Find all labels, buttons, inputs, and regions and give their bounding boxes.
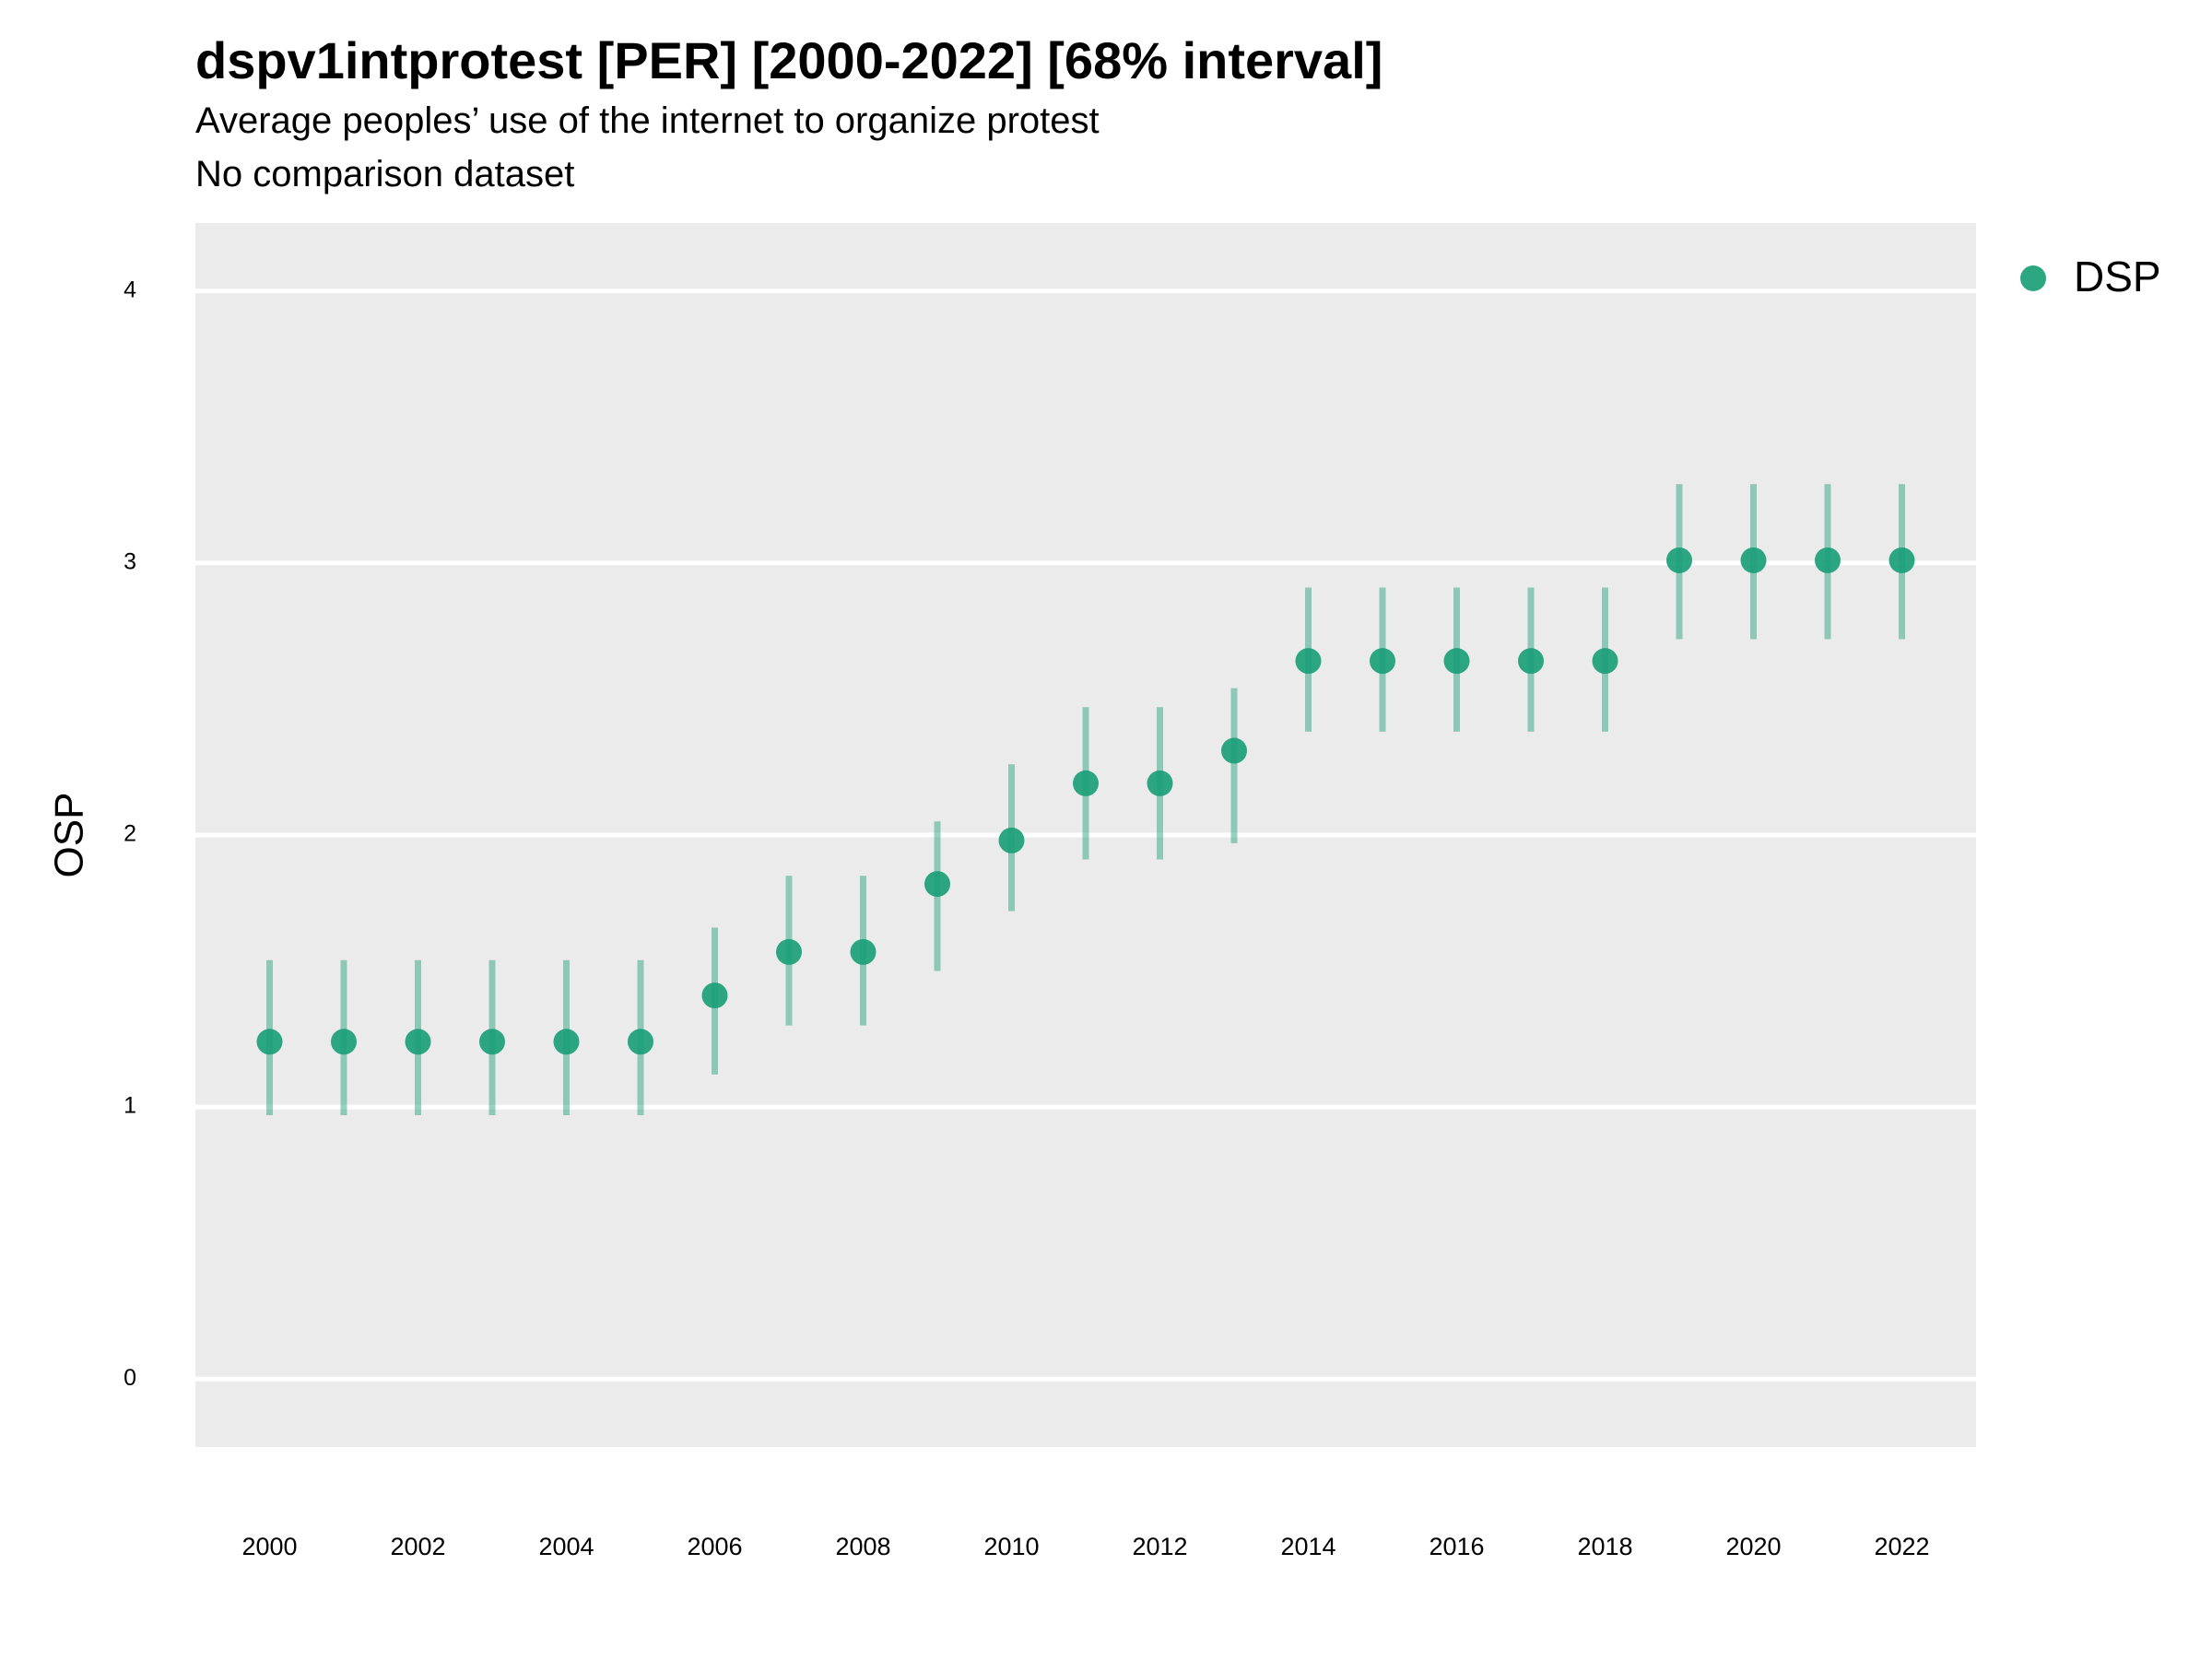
data-point [256,1029,283,1055]
x-tick-label: 2000 [241,1533,297,1560]
y-tick-label: 3 [124,548,136,574]
x-tick-label: 2002 [390,1533,445,1560]
x-tick-label: 2010 [983,1533,1039,1560]
x-tick-label: 2022 [1874,1533,1929,1560]
data-point [1518,648,1544,675]
data-marks [256,484,1915,1115]
data-point [1147,770,1173,796]
x-tick-label: 2004 [538,1533,594,1560]
data-point [1073,770,1099,796]
chart-subtitle: Average peoples’ use of the internet to … [195,100,1100,141]
x-tick-label: 2020 [1725,1533,1781,1560]
legend-key [2020,265,2046,291]
data-point [1888,547,1915,573]
x-tick-label: 2008 [835,1533,890,1560]
legend-label: DSP [2074,253,2161,300]
data-point [1740,547,1767,573]
data-point [628,1029,653,1055]
data-point [553,1029,580,1055]
legend: DSP [2020,253,2161,300]
y-tick-label: 4 [124,276,136,302]
data-point [1443,648,1470,675]
y-axis-label: OSP [47,793,92,878]
y-tick-label: 0 [124,1365,136,1391]
gridlines [195,288,1976,1382]
data-point [405,1029,431,1055]
title-block: dspv1intprotest [PER] [2000-2022] [68% i… [195,28,1382,201]
data-point [701,982,728,1009]
data-point [331,1029,357,1055]
chart-title: dspv1intprotest [PER] [2000-2022] [68% i… [195,31,1383,89]
y-tick-label: 2 [124,821,136,847]
data-point [776,938,802,965]
x-tick-label: 2014 [1280,1533,1335,1560]
data-point [1815,547,1841,573]
data-point [1370,648,1395,675]
data-point [924,871,950,898]
x-tick-label: 2006 [687,1533,742,1560]
y-tick-labels: 0 1 2 3 4 [124,276,136,1390]
x-tick-label: 2012 [1132,1533,1187,1560]
data-point [1666,547,1692,573]
y-tick-label: 1 [124,1093,136,1119]
data-point [1592,648,1618,675]
chart-subtitle-comparison: No comparison dataset [195,154,575,194]
data-point [1295,648,1322,675]
data-point [850,938,877,965]
data-point [998,827,1025,853]
x-tick-label: 2018 [1577,1533,1632,1560]
x-tick-labels: 2000 2002 2004 2006 2008 2010 2012 2014 2016 2018… [241,1533,1929,1560]
data-point [1221,737,1247,764]
data-point [479,1029,505,1055]
x-tick-label: 2016 [1429,1533,1484,1560]
